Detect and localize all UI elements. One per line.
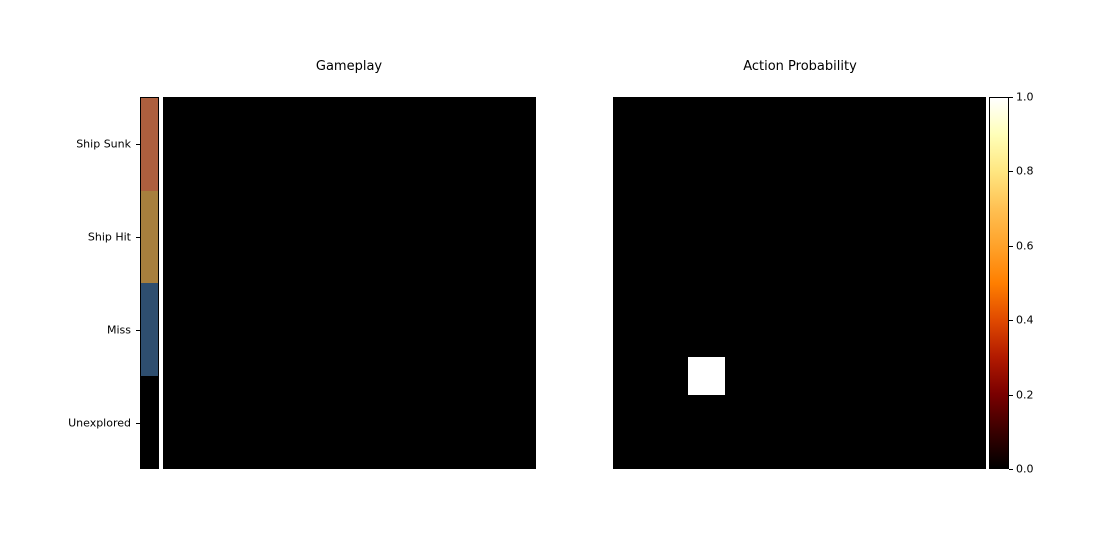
legend-label: Unexplored — [68, 416, 131, 429]
legend-tick — [136, 237, 140, 238]
colorbar-tick — [1009, 246, 1013, 247]
legend-segment — [141, 98, 158, 191]
legend-label: Miss — [106, 323, 131, 336]
colorbar-tick — [1009, 171, 1013, 172]
legend-segment — [141, 375, 158, 468]
legend-tick — [136, 144, 140, 145]
legend-colorbar — [140, 97, 159, 469]
colorbar-tick-label: 0.4 — [1016, 313, 1034, 327]
colorbar-tick — [1009, 97, 1013, 98]
colorbar-tick-label: 0.8 — [1016, 164, 1034, 178]
colorbar-tick-label: 0.2 — [1016, 388, 1034, 402]
colorbar-tick — [1009, 320, 1013, 321]
legend-segment — [141, 190, 158, 283]
colorbar-tick — [1009, 469, 1013, 470]
colorbar-tick-label: 0.6 — [1016, 239, 1034, 253]
legend-label: Ship Sunk — [76, 137, 131, 150]
legend-label: Ship Hit — [87, 230, 131, 243]
legend-tick — [136, 423, 140, 424]
action-probability-board — [613, 97, 986, 469]
colorbar-tick-label: 0.0 — [1016, 462, 1034, 476]
legend-tick — [136, 330, 140, 331]
legend-segment — [141, 283, 158, 376]
gameplay-board[interactable] — [163, 97, 536, 469]
max-probability-cell — [687, 357, 725, 395]
colorbar-tick-label: 1.0 — [1016, 90, 1034, 104]
colorbar-tick — [1009, 395, 1013, 396]
probability-colorbar — [989, 97, 1009, 469]
action-probability-title: Action Probability — [743, 59, 857, 74]
gameplay-title: Gameplay — [315, 59, 383, 74]
